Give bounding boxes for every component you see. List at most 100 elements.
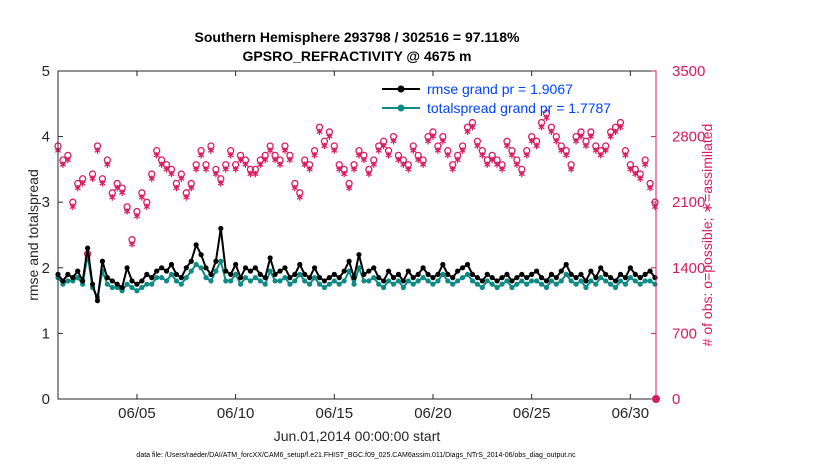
obs-assimilated-stroke [321,143,328,149]
rmse-point [647,268,653,274]
obs-assimilated-stroke [114,186,121,191]
totalspread-point [109,284,115,291]
right-y-tick-label: 700 [672,325,697,342]
obs-assimilated-stroke [528,139,535,144]
rmse-point [588,268,594,274]
obs-assimilated-stroke [582,143,590,149]
obs-assimilated-point [577,133,585,140]
obs-assimilated-point [632,170,639,178]
rmse-point [381,278,387,284]
obs-assimilated-stroke [89,176,96,181]
obs-assimilated-point [627,166,634,173]
obs-assimilated-point [276,161,284,168]
obs-assimilated-stroke [158,162,165,167]
legend-totalspread-label: totalspread grand pr = 1.7787 [427,100,611,116]
totalspread-point [198,265,204,271]
totalspread-point [598,275,604,281]
totalspread-point [504,278,510,284]
legend-rmse-label: rmse grand pr = 1.9067 [427,81,573,97]
right-y-tick-label: 1400 [672,260,705,277]
totalspread-point [233,271,239,277]
x-tick-label: 06/15 [316,405,354,422]
rmse-point [504,271,510,277]
obs-assimilated-stroke [622,153,629,158]
obs-assimilated-stroke [424,139,432,144]
obs-assimilated-stroke [602,148,609,153]
totalspread-point [455,278,461,284]
legend-rmse-marker [397,85,405,93]
obs-assimilated-point [528,138,535,145]
rmse-point [524,275,530,281]
rmse-point [228,271,234,277]
obs-assimilated-point [252,170,259,178]
totalspread-point [163,278,170,284]
obs-assimilated-stroke [281,148,289,153]
obs-assimilated-stroke [370,162,377,167]
obs-assimilated-point [390,138,397,145]
totalspread-point [440,271,446,277]
obs-assimilated-stroke [434,148,442,153]
rmse-point [603,271,609,277]
obs-assimilated-stroke [553,139,560,144]
totalspread-point [568,278,574,284]
obs-assimilated-stroke [207,148,215,153]
obs-assimilated-stroke [133,214,141,219]
rmse-point [390,275,397,281]
obs-assimilated-stroke [360,157,367,163]
obs-assimilated-stroke [257,162,264,167]
obs-assimilated-point [548,128,555,136]
rmse-point [543,278,550,284]
totalspread-point [292,278,298,284]
obs-assimilated-point [587,133,594,140]
obs-assimilated-stroke [548,129,555,135]
rmse-point [311,265,318,271]
rmse-point [445,271,451,277]
rmse-point [114,281,120,287]
totalspread-point [578,278,584,284]
left-y-tick-label: 3 [42,194,50,211]
obs-assimilated-stroke [489,157,496,163]
obs-assimilated-stroke [346,186,353,191]
obs-assimilated-point [572,138,580,145]
obs-assimilated-point [439,138,446,145]
legend-totalspread-marker [397,104,405,112]
totalspread-point [341,278,347,284]
obs-assimilated-point [183,194,190,201]
rmse-point [489,275,495,281]
obs-assimilated-point [286,156,293,164]
obs-assimilated-stroke [508,153,516,158]
rmse-point [302,271,308,277]
obs-assimilated-stroke [168,171,175,177]
rmse-point [627,265,633,271]
obs-assimilated-stroke [227,153,234,158]
obs-assimilated-stroke [306,167,313,172]
totalspread-point [474,281,480,287]
totalspread-point [538,281,545,287]
obs-assimilated-point [193,166,200,173]
obs-assimilated-point [272,156,279,164]
rmse-point [612,278,619,284]
totalspread-point [627,275,633,281]
rmse-point [430,275,436,281]
totalspread-point [573,281,579,287]
totalspread-point [435,278,441,284]
obs-assimilated-stroke [592,148,599,153]
obs-assimilated-point [114,184,121,192]
obs-assimilated-stroke [597,153,604,158]
obs-assimilated-stroke [163,167,170,172]
totalspread-point [311,275,318,281]
right-y-tick-label: 2100 [672,194,705,211]
obs-assimilated-point [602,147,609,154]
obs-assimilated-point [119,189,126,197]
obs-assimilated-point [454,156,461,164]
rmse-point [75,268,81,274]
x-axis-ticks: 06/05 06/10 06/15 06/20 06/25 06/30 [118,71,649,422]
obs-assimilated-point [104,161,111,168]
obs-assimilated-point [267,147,274,154]
rmse-point [351,275,357,281]
rmse-point [282,265,288,271]
right-y-tick-label: 2800 [672,129,705,146]
rmse-point [583,278,589,284]
obs-count-markers [54,109,660,403]
obs-assimilated-stroke [587,134,594,139]
